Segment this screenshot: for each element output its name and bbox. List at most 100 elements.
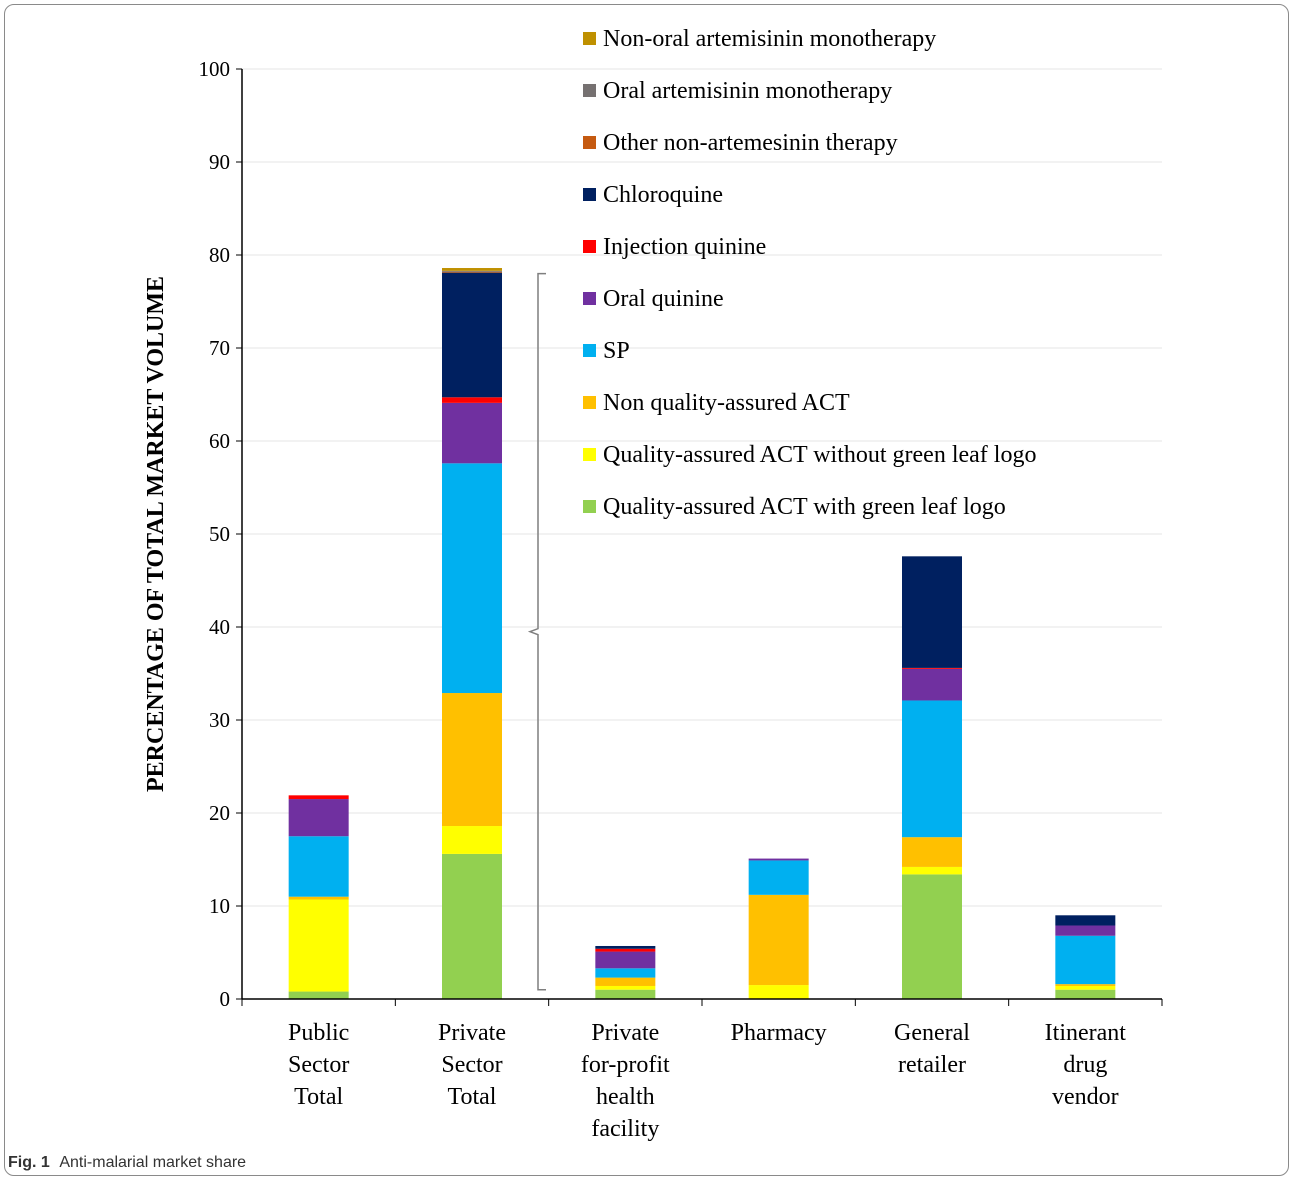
bar-segment — [288, 991, 349, 999]
bar-segment — [1055, 935, 1116, 985]
bar-segment — [748, 858, 809, 861]
y-tick-labels: 0 10 20 30 40 50 60 70 80 90 100 — [199, 57, 231, 1011]
legend-label: Other non-artemesinin therapy — [603, 130, 898, 156]
bar-segment — [288, 799, 349, 837]
stacked-bar-chart: 0 10 20 30 40 50 60 70 80 90 100 Public Sector Total… — [143, 26, 1163, 1142]
legend-entry: Oral artemisinin monotherapy — [583, 78, 892, 104]
bar-segment — [595, 951, 656, 969]
legend-swatch — [583, 84, 596, 97]
figure-frame — [4, 4, 1289, 1176]
legend-swatch — [583, 32, 596, 45]
bar-segment — [442, 397, 502, 403]
figure-caption-text: Anti-malarial market share — [59, 1154, 247, 1171]
bar-segment — [442, 268, 502, 271]
legend-label: Oral artemisinin monotherapy — [603, 78, 892, 104]
figure-caption: Fig. 1 Anti-malarial market share — [8, 1154, 246, 1172]
bar-segment — [442, 272, 502, 398]
x-category-label: Private Sector Total — [438, 1020, 506, 1110]
legend-swatch — [583, 240, 596, 253]
bar-segment — [902, 668, 962, 701]
bar-segment — [595, 977, 656, 986]
gridlines — [236, 68, 1162, 1000]
bar-segment — [902, 866, 962, 875]
y-tick-label: 0 — [220, 987, 231, 1011]
bar-segment — [595, 985, 656, 990]
bar-segment — [595, 968, 656, 978]
y-tick-label: 40 — [209, 615, 230, 639]
bar-segment — [748, 894, 809, 986]
bar-segment — [748, 985, 809, 999]
private-sector-bracket — [527, 272, 546, 991]
bar-segment — [1055, 984, 1116, 986]
axes — [241, 69, 1163, 1006]
legend-swatch — [583, 292, 596, 305]
bar-segment — [748, 860, 809, 895]
y-axis-label: PERCENTAGE OF TOTAL MARKET VOLUME — [143, 276, 169, 792]
x-category-label: Private for-profit health facility — [581, 1020, 670, 1142]
legend-swatch — [583, 396, 596, 409]
bar-segment — [902, 667, 962, 669]
bar-segment — [902, 837, 962, 867]
bars — [288, 268, 1116, 999]
bar-segment — [442, 463, 502, 694]
x-category-label: Itinerant drug vendor — [1045, 1020, 1127, 1110]
x-category-label: Public Sector Total — [288, 1020, 349, 1110]
legend-entry: Quality-assured ACT without green leaf l… — [583, 442, 1036, 468]
legend-label: Oral quinine — [603, 286, 724, 312]
legend-swatch — [583, 344, 596, 357]
legend-label: SP — [603, 338, 630, 364]
legend-label: Quality-assured ACT with green leaf logo — [603, 494, 1006, 520]
legend-swatch — [583, 448, 596, 461]
y-tick-label: 10 — [209, 894, 230, 918]
y-tick-label: 90 — [209, 150, 230, 174]
bar-segment — [595, 989, 656, 999]
y-tick-label: 80 — [209, 243, 230, 267]
y-tick-label: 50 — [209, 522, 230, 546]
legend-label: Non-oral artemisinin monotherapy — [603, 26, 936, 52]
legend-swatch — [583, 136, 596, 149]
bar-segment — [288, 899, 349, 992]
bar-segment — [595, 948, 656, 952]
legend-entry: Non-oral artemisinin monotherapy — [583, 26, 936, 52]
x-category-label: Pharmacy — [731, 1020, 827, 1046]
bar-segment — [442, 270, 502, 272]
y-tick-label: 70 — [209, 336, 230, 360]
y-tick-label: 20 — [209, 801, 230, 825]
legend-entry: SP — [583, 338, 630, 364]
legend-label: Injection quinine — [603, 234, 766, 260]
bar-segment — [1055, 915, 1116, 926]
legend-entry: Non quality-assured ACT — [583, 390, 850, 416]
legend-entry: Other non-artemesinin therapy — [583, 130, 898, 156]
bar-segment — [442, 402, 502, 464]
y-tick-label: 60 — [209, 429, 230, 453]
legend-label: Non quality-assured ACT — [603, 390, 850, 416]
figure-label: Fig. 1 — [8, 1154, 50, 1171]
bar-segment — [288, 896, 349, 900]
legend-swatch — [583, 188, 596, 201]
x-category-labels: Public Sector Total Private Sector Total Priva… — [288, 1020, 1126, 1142]
bar-segment — [442, 693, 502, 827]
legend-swatch — [583, 500, 596, 513]
legend-entry: Injection quinine — [583, 234, 766, 260]
bar-segment — [902, 700, 962, 838]
y-tick-label: 100 — [199, 57, 231, 81]
bar-segment — [902, 874, 962, 999]
x-category-label: General retailer — [894, 1020, 970, 1078]
bar-segment — [442, 271, 502, 273]
bar-segment — [1055, 985, 1116, 990]
legend-entry: Oral quinine — [583, 286, 724, 312]
bar-segment — [1055, 989, 1116, 999]
bar-segment — [442, 826, 502, 854]
legend-entry: Quality-assured ACT with green leaf logo — [583, 494, 1006, 520]
bar-segment — [1055, 925, 1116, 936]
legend-label: Chloroquine — [603, 182, 723, 208]
bar-segment — [902, 556, 962, 668]
bar-segment — [442, 853, 502, 999]
y-tick-label: 30 — [209, 708, 230, 732]
bar-segment — [288, 795, 349, 800]
bar-segment — [595, 945, 656, 949]
legend: Non-oral artemisinin monotherapy Oral art… — [583, 26, 1036, 520]
bar-segment — [288, 836, 349, 897]
legend-entry: Chloroquine — [583, 182, 723, 208]
legend-label: Quality-assured ACT without green leaf l… — [603, 442, 1036, 468]
